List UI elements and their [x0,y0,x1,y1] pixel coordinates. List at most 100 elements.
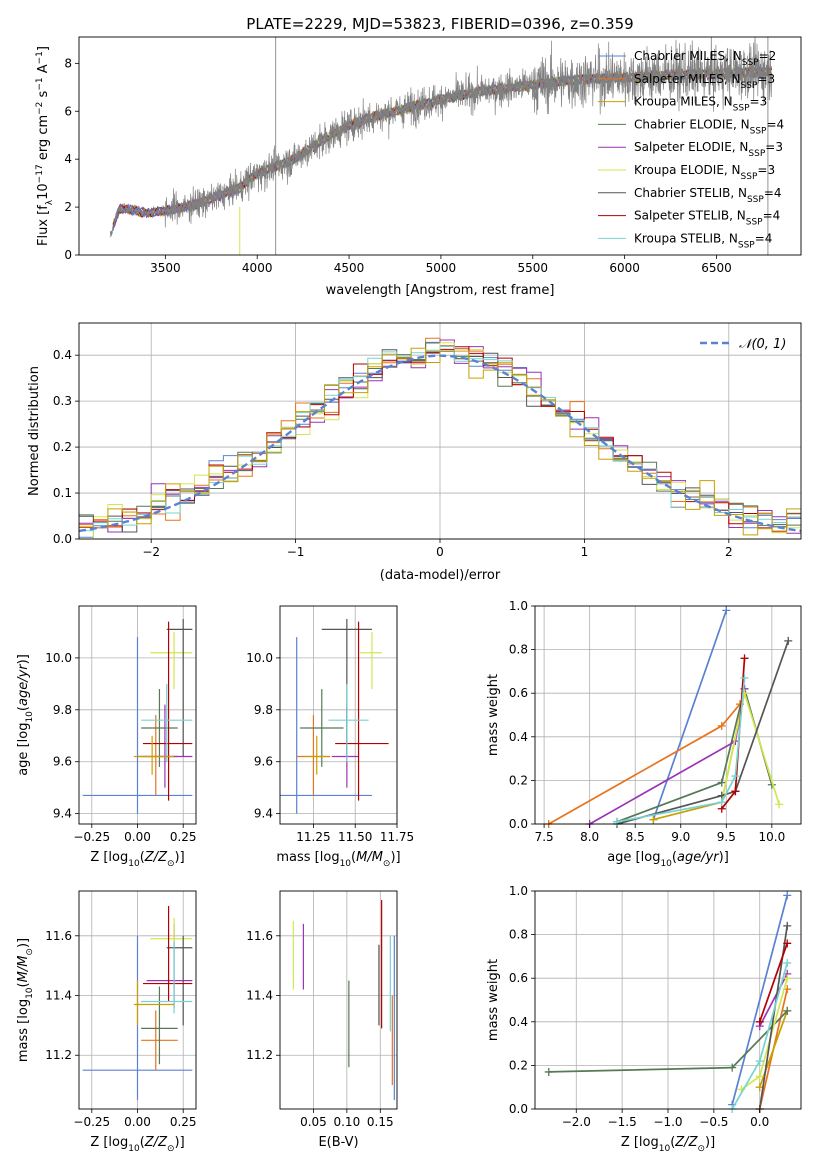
x-tick-label: 3500 [150,261,181,275]
weight-line-8 [616,677,746,823]
legend-label: Salpeter ELODIE, NSSP=3 [634,140,783,159]
x-tick-label: 0.00 [124,1115,151,1129]
weight-line-0 [731,895,789,1105]
weight-marker [755,1072,764,1081]
weight-marker [740,654,749,663]
x-tick-label: −0.25 [73,1115,110,1129]
y-tick-label: 0.0 [509,1102,528,1116]
y-tick-label: 11.4 [45,989,72,1003]
x-tick-label: 7.5 [535,830,554,844]
grid [280,606,398,824]
x-axis-label: E(B-V) [318,1135,358,1150]
y-tick-label: 0 [64,248,72,262]
y-tick-label: 1.0 [509,884,528,898]
error-bars [82,905,193,1101]
y-axis-label: Normed distribution [27,366,42,496]
y-tick-label: 11.6 [45,929,72,943]
axes-frame [279,605,398,825]
weight-lines [544,606,793,828]
error-bars [280,618,389,814]
residual-panel: −2 −1 0 1 2 0.0 0.1 0.2 0.3 0.4 (data-model)/error… [27,322,802,583]
weight-marker [728,1063,737,1072]
plot-area [82,905,193,1101]
axes-frame [78,890,197,1110]
weight-marker [649,815,658,824]
y-tick-label: 0.3 [53,394,72,408]
y-tick-label: 4 [64,152,72,166]
x-tick-label: 4500 [334,261,365,275]
mass-vs-Z-panel: −0.25 0.00 0.25 11.2 11.4 11.6 Z [log10(Z/Z⊙)]… [16,890,197,1154]
x-tick-label: 8.0 [580,830,599,844]
y-tick-label: 0.8 [509,643,528,657]
histograms [79,337,801,539]
plot-area [292,899,395,1101]
weight-marker [784,636,793,645]
x-tick-label: 11.25 [296,830,330,844]
mass-weight-vs-Z-panel: −2.0 −1.5 −1.0 −0.5 0.0 0.0 0.2 0.4 0.6 0.8 1.0 Z [… [486,884,802,1154]
weight-line-1 [548,703,741,825]
weight-marker [731,787,740,796]
y-tick-label: 0.1 [53,486,72,500]
x-axis-label: Z [log10(Z/Z⊙)] [621,1135,715,1154]
x-axis-label: age [log10(age/yr)] [607,850,729,869]
y-tick-label: 11.6 [246,929,273,943]
x-tick-label: 5500 [518,261,549,275]
y-axis-label: age [log10(age/yr)] [16,654,35,776]
grid [280,891,397,1109]
y-tick-label: 0.6 [509,971,528,985]
weight-marker [783,891,792,900]
y-tick-label: 1.0 [509,599,528,613]
y-axis-label: mass weight [486,959,501,1041]
y-axis-label: Flux [fλ10−17 erg cm−2 s−1 A−1] [35,46,55,246]
x-axis-label: Z [log10(Z/Z⊙)] [90,1135,184,1154]
y-tick-label: 2 [64,200,72,214]
x-tick-label: 0.25 [170,830,197,844]
x-tick-label: 2 [725,545,733,559]
x-axis-label: mass [log10(M/M⊙)] [276,850,400,869]
plot-area [82,618,193,814]
y-tick-label: 9.8 [254,703,273,717]
y-axis-label: mass [log10(M/M⊙)] [16,938,35,1062]
x-axis-label: Z [log10(Z/Z⊙)] [90,850,184,869]
grid [535,605,801,825]
y-tick-label: 0.2 [53,440,72,454]
legend-label: Kroupa ELODIE, NSSP=3 [634,163,775,182]
x-tick-label: 10.0 [758,830,785,844]
axes-frame [78,322,802,540]
legend-label: Chabrier STELIB, NSSP=4 [634,186,782,205]
weight-line-7 [758,943,789,1023]
mass-weight-vs-age-panel: 7.5 8.0 8.5 9.0 9.5 10.0 0.0 0.2 0.4 0.6 0.8 1.0 age… [486,599,802,869]
y-tick-label: 0.0 [509,817,528,831]
x-tick-label: 11.50 [338,830,372,844]
x-tick-label: −1 [287,545,305,559]
y-tick-label: 10.0 [246,651,273,665]
axes-frame [534,890,802,1110]
x-tick-label: 4000 [242,261,273,275]
y-tick-label: 11.2 [246,1048,273,1062]
gaussian-curve [79,354,801,533]
y-tick-label: 0.4 [53,348,72,362]
x-tick-label: −0.25 [73,830,110,844]
y-tick-label: 11.2 [45,1048,72,1062]
x-tick-label: 0.15 [367,1115,394,1129]
mass-vs-ebv-panel: 0.05 0.10 0.15 11.2 11.4 11.6 E(B-V) [246,890,398,1150]
weight-marker [783,958,792,967]
x-axis-label: (data-model)/error [380,568,501,583]
y-tick-label: 10.0 [45,651,72,665]
legend-label: Kroupa MILES, NSSP=3 [634,95,767,114]
axes-frame [534,605,802,825]
y-tick-label: 6 [64,104,72,118]
y-axis-label: mass weight [486,674,501,756]
y-tick-label: 0.0 [53,532,72,546]
x-tick-label: 0.05 [300,1115,327,1129]
x-tick-label: −2.0 [562,1115,591,1129]
weight-line-6 [616,640,790,825]
spectrum-panel: 3500 4000 4500 5000 5500 6000 6500 0 2 4 6 8 wavelen… [35,36,802,298]
y-tick-label: 9.4 [254,807,273,821]
weight-marker [717,798,726,807]
spectrum-data-line [109,37,772,238]
y-tick-label: 11.4 [246,989,273,1003]
x-tick-label: −0.5 [699,1115,728,1129]
age-vs-Z-panel: −0.25 0.00 0.25 9.4 9.6 9.8 10.0 Z [log10(Z/Z⊙)… [16,605,197,869]
